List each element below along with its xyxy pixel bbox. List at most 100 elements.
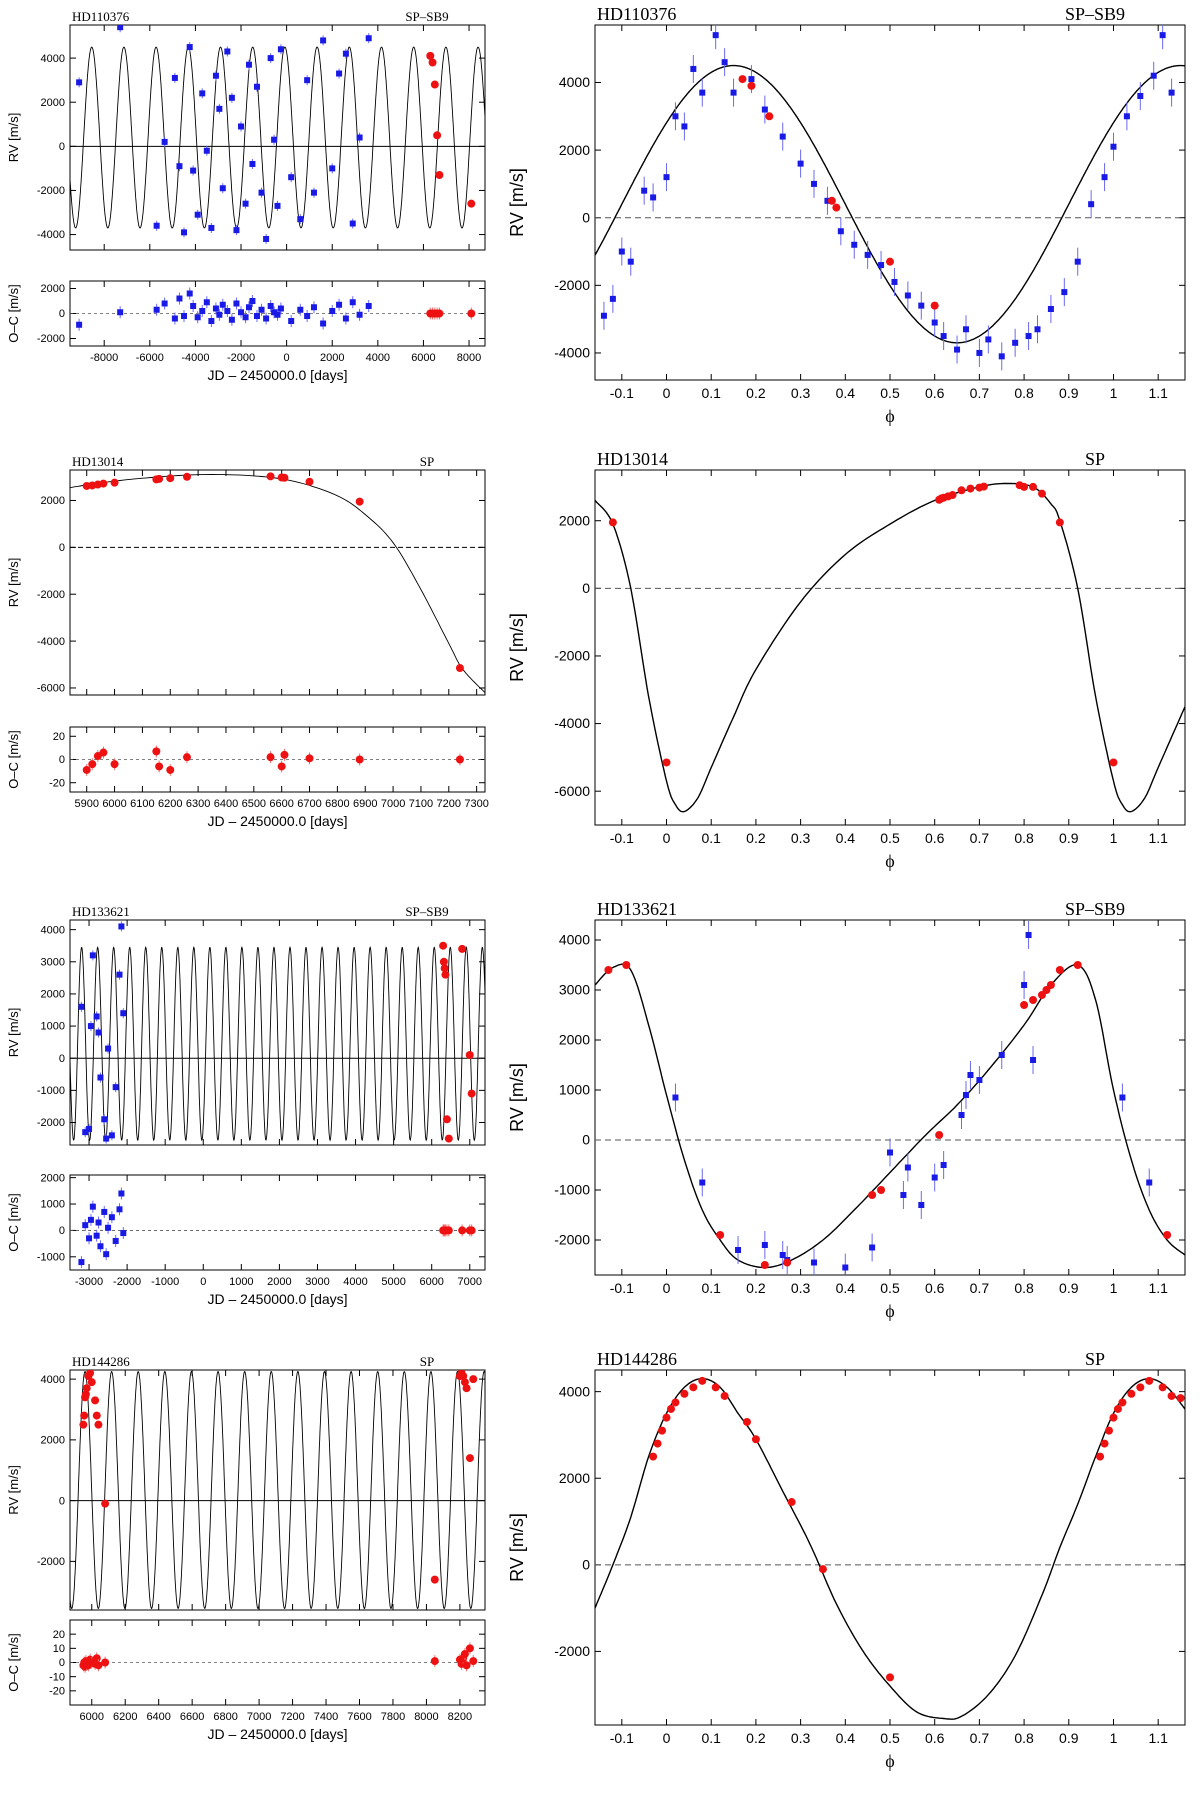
data-point-red [1127,1389,1136,1398]
data-point-red [430,1575,439,1584]
x-tick-label: 0.3 [791,385,811,401]
data-point-blue [672,113,679,120]
data-point-red [649,1452,658,1461]
plot-area [595,1376,1185,1720]
y-tick-label: 2000 [41,989,65,1001]
x-tick-label: 0.7 [970,1280,990,1296]
y-tick-label: 0 [59,1495,65,1507]
residual-point-blue [103,1251,110,1258]
data-point-red [458,944,467,953]
y-tick-label: -2000 [554,277,590,293]
residual-point-red [305,754,314,763]
plot-frame [594,469,1186,826]
residual-axis-label: O–C [m/s] [6,1633,21,1692]
residual-point-blue [86,1235,93,1242]
x-tick-label: 0.3 [791,830,811,846]
x-tick-label: 0.1 [701,1280,721,1296]
x-tick-label: 7200 [280,1711,304,1723]
residual-point-blue [329,308,336,314]
data-point-red [305,477,314,486]
y-tick-label: 4000 [559,74,590,90]
residual-point-blue [365,303,372,309]
x-tick-label: 0 [200,1276,206,1288]
data-point-red [711,1383,720,1392]
data-point-blue [1021,982,1028,988]
residual-point-blue [161,300,168,307]
data-point-blue [112,1084,119,1091]
data-point-red [868,1191,877,1199]
residual-point-blue [120,1230,127,1237]
star-name: HD133621 [597,899,677,919]
data-point-blue [233,227,240,234]
phase-panel: -0.1 0 0.1 0.2 0.3 0.4 0.5 0.6 0.7 0.8 0.9 1 1.1 -200… [507,899,1186,1321]
data-point-red [698,1376,707,1385]
data-point-blue [101,1116,108,1123]
data-point-red [1029,482,1038,491]
y-tick-label: -6000 [37,683,65,695]
data-point-blue [998,1052,1005,1058]
data-point-blue [208,224,215,231]
data-point-blue [699,89,706,96]
residual-point-blue [274,311,281,318]
x-tick-label: 7000 [381,798,405,810]
data-point-red [1176,1394,1185,1403]
data-point-blue [95,1029,102,1036]
y-tick-label: 4000 [559,932,590,948]
data-point-blue [118,923,125,930]
data-point-red [608,518,617,527]
x-tick-label: 1000 [229,1276,253,1288]
data-point-red [467,1089,476,1098]
x-tick-label: 6700 [297,798,321,810]
y-tick-label: -1000 [37,1251,65,1263]
x-tick-label: 0.4 [836,385,856,401]
y-tick-label: 1000 [41,1021,65,1033]
x-tick-label: 0.1 [701,1730,721,1746]
data-point-red [716,1231,725,1239]
residual-point-blue [216,311,223,318]
x-tick-label: 6100 [130,798,154,810]
data-point-red [82,1384,91,1393]
data-point-blue [721,59,728,66]
data-point-blue [1025,932,1032,938]
data-point-blue [1159,32,1166,39]
data-point-red [469,1375,478,1384]
data-point-blue [161,138,168,145]
data-point-blue [219,185,226,192]
data-point-red [79,1420,88,1429]
model-curve [70,945,485,1142]
data-point-red [877,1186,886,1194]
x-axis-label: JD – 2450000.0 [days] [207,1726,347,1742]
plot-area [70,25,485,244]
data-point-red [465,1454,474,1463]
residual-point-red [458,1226,467,1235]
residual-area [70,1642,485,1673]
data-point-red [658,1426,667,1435]
x-axis-label: ϕ [885,1301,894,1321]
x-tick-label: 0.9 [1059,830,1079,846]
residual-point-blue [194,314,201,321]
data-point-red [787,1498,796,1507]
y-tick-label: 2000 [559,1470,590,1486]
data-point-blue [329,165,336,172]
data-point-blue [249,160,256,167]
data-point-blue [735,1247,742,1253]
model-curve [595,482,1185,813]
data-point-red [1113,1404,1122,1413]
data-point-blue [320,37,327,44]
x-tick-label: -6000 [136,352,164,364]
x-tick-label: 6000 [411,352,435,364]
residual-point-blue [219,301,226,308]
data-point-red [671,1398,680,1407]
x-tick-label: 0.2 [746,385,766,401]
y-tick-label: 0 [582,1556,590,1572]
residual-point-blue [267,303,274,309]
y-tick-label: -2000 [37,333,65,345]
residual-point-red [460,1650,469,1658]
data-point-blue [712,32,719,39]
star-name: HD13014 [72,454,124,469]
data-point-blue [116,971,123,978]
x-tick-label: 6500 [242,798,266,810]
data-point-blue [87,1023,94,1030]
residual-point-blue [93,1232,100,1239]
x-tick-label: 0.4 [836,1730,856,1746]
